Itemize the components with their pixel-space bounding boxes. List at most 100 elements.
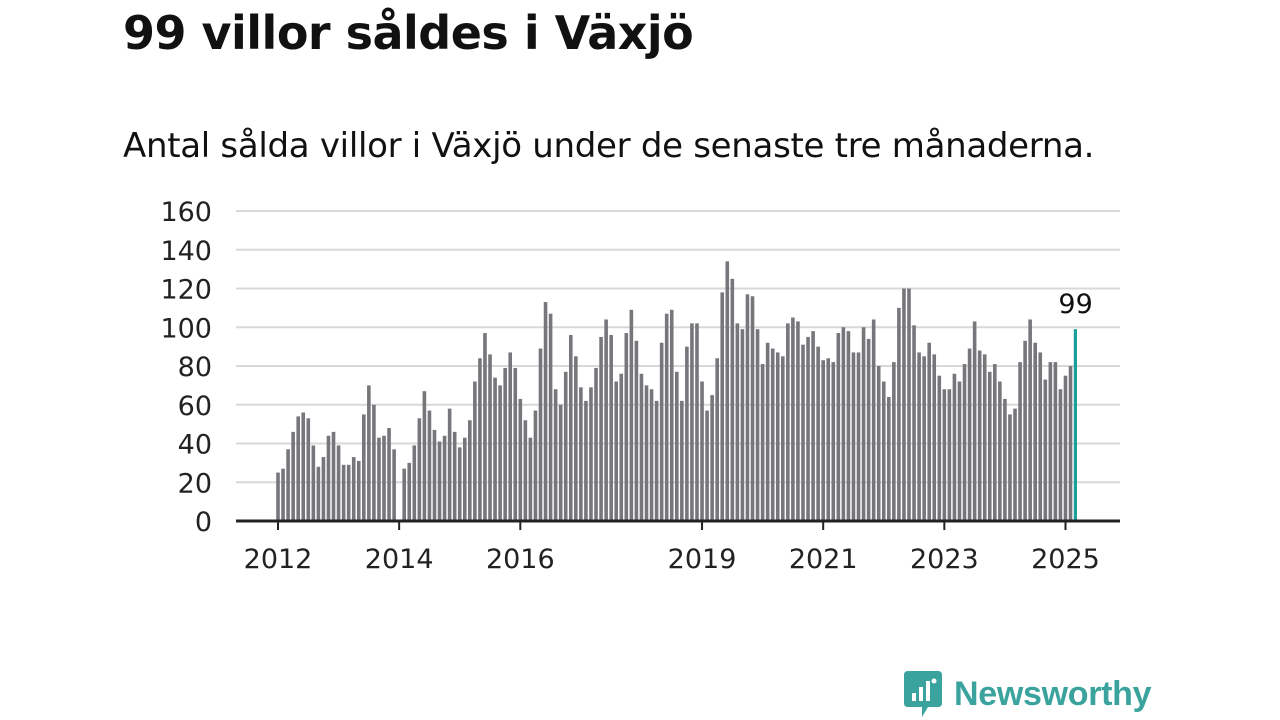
bar xyxy=(735,323,740,521)
bar xyxy=(927,342,931,521)
tick-labels: 0 20 40 60 80 100 120 140 160 99 2012 2014 2016 2019 2… xyxy=(160,197,1099,575)
x-tick-label: 2012 xyxy=(244,544,313,575)
chart-subtitle: Antal sålda villor i Växjö under de sena… xyxy=(123,126,1095,166)
y-tick-label: 160 xyxy=(160,197,212,228)
bar xyxy=(538,348,543,521)
y-tick-label: 120 xyxy=(160,275,212,306)
bar xyxy=(599,336,603,521)
bar xyxy=(887,397,891,521)
bar xyxy=(488,354,492,521)
bar xyxy=(897,307,901,521)
bar xyxy=(432,429,437,521)
bar xyxy=(367,385,371,521)
bar xyxy=(836,333,841,521)
bar xyxy=(1028,319,1032,521)
bar xyxy=(382,435,386,521)
bar xyxy=(296,416,300,521)
bar xyxy=(690,323,694,521)
bar xyxy=(508,352,513,521)
bar xyxy=(286,449,290,521)
bar xyxy=(1063,375,1068,521)
bar xyxy=(947,389,952,521)
bar xyxy=(816,346,820,521)
bar xyxy=(755,329,760,521)
bar xyxy=(604,319,608,521)
bar xyxy=(387,428,391,521)
bar xyxy=(861,327,866,521)
bar xyxy=(917,352,921,521)
bar xyxy=(518,398,523,521)
y-tick-label: 80 xyxy=(178,352,212,383)
bar xyxy=(594,367,598,521)
y-tick-label: 40 xyxy=(178,430,212,461)
bar xyxy=(563,371,568,521)
bar xyxy=(624,333,629,521)
bar xyxy=(952,373,957,521)
bar xyxy=(1068,366,1073,521)
x-tick-label: 2021 xyxy=(789,544,858,575)
bar xyxy=(543,302,548,521)
bar xyxy=(346,464,351,521)
bar xyxy=(740,329,745,521)
bar xyxy=(629,309,634,521)
bar xyxy=(407,462,412,521)
bar xyxy=(437,441,442,521)
bar xyxy=(871,319,876,521)
bar xyxy=(574,356,578,521)
x-tick-label: 2014 xyxy=(365,544,434,575)
bar xyxy=(634,340,639,521)
bar xyxy=(993,364,997,521)
bar xyxy=(967,348,972,521)
bar xyxy=(937,375,942,521)
bar xyxy=(452,431,457,521)
bar xyxy=(881,381,886,521)
bar xyxy=(281,468,285,521)
bar xyxy=(478,358,482,521)
bar xyxy=(705,410,709,521)
bar xyxy=(548,313,553,521)
bar xyxy=(483,333,487,521)
brand-name: Newsworthy xyxy=(954,674,1152,713)
bar xyxy=(654,400,659,521)
bar xyxy=(468,420,472,521)
bar xyxy=(442,435,447,521)
bar xyxy=(725,261,730,521)
bar xyxy=(326,435,331,521)
bar xyxy=(876,366,881,521)
bar xyxy=(892,362,896,521)
bar xyxy=(1018,362,1022,521)
bars xyxy=(276,261,1077,521)
bar xyxy=(831,362,836,521)
bar xyxy=(987,371,992,521)
bar xyxy=(558,404,563,521)
bar xyxy=(639,373,644,521)
bar xyxy=(775,352,780,521)
bar xyxy=(720,292,725,521)
bar xyxy=(760,364,765,521)
bar xyxy=(796,321,800,521)
bar xyxy=(851,352,856,521)
y-tick-label: 0 xyxy=(195,507,212,538)
bar xyxy=(1003,398,1007,521)
bar xyxy=(710,395,714,521)
brand: Newsworthy xyxy=(902,668,1152,720)
bar xyxy=(341,464,346,521)
y-tick-label: 20 xyxy=(178,468,212,499)
bar xyxy=(957,381,962,521)
bar xyxy=(503,367,507,521)
bar xyxy=(301,412,306,521)
bar xyxy=(1053,362,1058,521)
bar xyxy=(695,323,699,521)
bar xyxy=(493,377,497,521)
bar xyxy=(826,358,831,521)
bar xyxy=(685,346,689,521)
bar xyxy=(669,309,674,521)
bar xyxy=(422,391,427,521)
bar xyxy=(498,385,502,521)
chart-title: 99 villor såldes i Växjö xyxy=(123,6,694,60)
bar xyxy=(856,352,861,521)
bar xyxy=(907,288,911,521)
bar xyxy=(649,389,654,521)
bar xyxy=(644,385,649,521)
bar xyxy=(331,431,336,521)
